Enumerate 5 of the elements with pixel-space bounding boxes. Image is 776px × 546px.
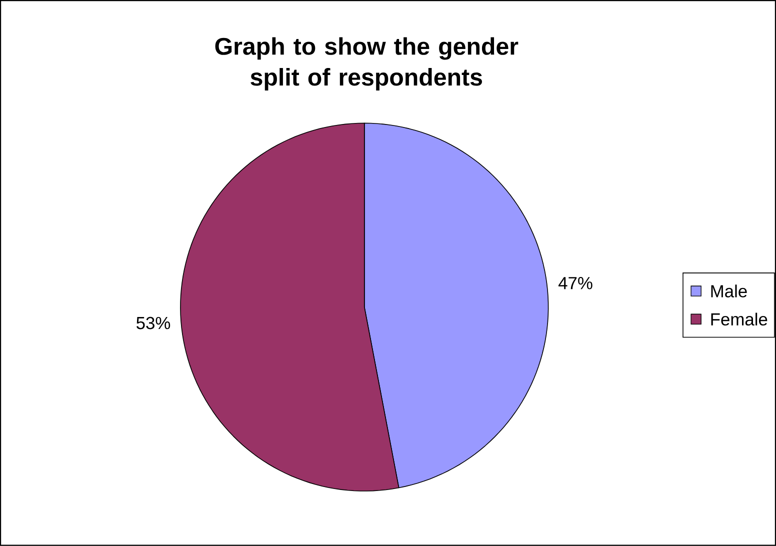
legend-label: Female: [711, 312, 768, 326]
chart-title: Graph to show the gender split of respondents: [215, 37, 518, 91]
legend-label: Male: [711, 284, 747, 298]
data-label: 47%: [558, 277, 592, 290]
data-label: 53%: [136, 316, 170, 330]
